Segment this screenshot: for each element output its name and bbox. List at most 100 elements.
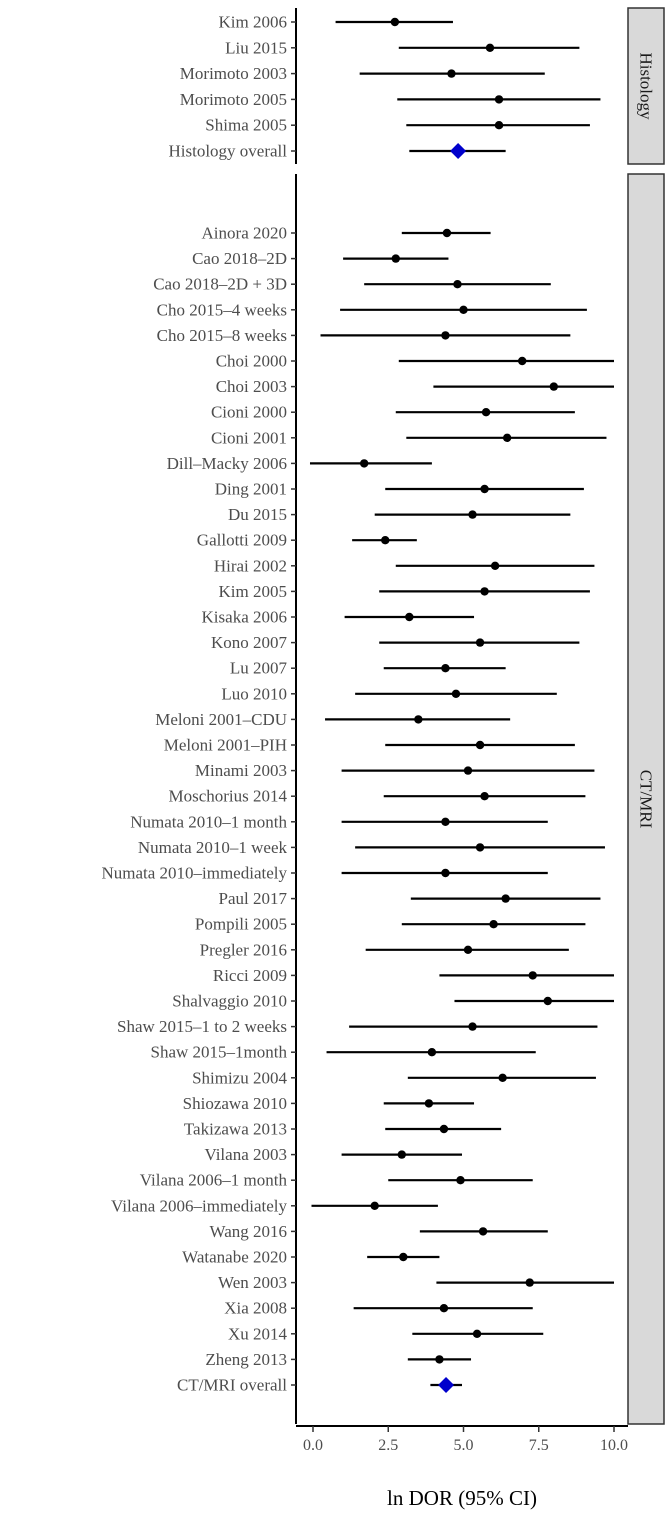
point-estimate [463,945,473,954]
point-estimate [543,996,552,1006]
point-estimate [480,587,489,596]
row-label: Histology overall [168,142,287,161]
point-estimate [435,1355,444,1364]
row-label: Kono 2007 [211,633,288,652]
point-estimate [397,1150,406,1159]
row-label: Lu 2007 [230,659,288,678]
point-estimate [502,433,512,442]
row-label: Takizawa 2013 [184,1120,287,1139]
row-label: Pompili 2005 [195,915,287,934]
row-label: Moschorius 2014 [168,787,287,806]
point-estimate [549,382,558,391]
x-tick-label: 2.5 [378,1437,398,1454]
point-estimate [441,331,450,340]
row-label: Vilana 2003 [204,1145,287,1164]
x-tick-label: 7.5 [529,1437,549,1454]
point-estimate [439,1124,449,1134]
row-label: CT/MRI overall [177,1376,287,1395]
row-label: Numata 2010–immediately [101,864,287,883]
row-label: Vilana 2006–immediately [111,1196,288,1215]
row-label: Choi 2000 [216,352,287,371]
row-label: Ricci 2009 [213,966,287,985]
panel-0: Histology Kim 2006 Liu 2015 Morimoto 2003 Mo… [168,7,665,165]
point-estimate [441,664,450,673]
row-label: Cioni 2000 [211,403,287,422]
point-estimate [439,1304,449,1313]
point-estimate [453,280,462,289]
point-estimate [442,228,452,238]
row-label: Numata 2010–1 month [130,812,287,831]
row-label: Pregler 2016 [200,940,287,959]
point-estimate [441,817,450,826]
point-estimate [399,1252,408,1262]
row-label: Choi 2003 [216,377,287,396]
overall-estimate-diamond [438,1377,455,1393]
row-label: Vilana 2006–1 month [140,1171,288,1190]
point-estimate [359,459,369,468]
point-estimate [390,17,400,27]
point-estimate [494,121,504,130]
point-estimate [498,1073,507,1083]
row-label: Numata 2010–1 week [138,838,288,857]
point-estimate [478,1227,488,1236]
row-label: Shimizu 2004 [192,1068,287,1087]
overall-estimate-diamond [450,143,467,159]
row-label: Cioni 2001 [211,428,287,447]
point-estimate [489,920,498,929]
point-estimate [517,356,527,366]
point-estimate [414,715,423,724]
point-estimate [381,536,390,545]
point-estimate [472,1329,482,1339]
row-label: Hirai 2002 [214,556,287,575]
x-tick-label: 5.0 [454,1437,474,1454]
row-label: Kim 2005 [219,582,287,601]
point-estimate [459,305,468,314]
point-estimate [501,894,510,903]
point-estimate [475,638,485,647]
plot-panels: Histology Kim 2006 Liu 2015 Morimoto 2003 Mo… [101,7,665,1425]
row-label: Watanabe 2020 [182,1248,287,1267]
row-label: Kim 2006 [219,13,287,32]
row-label: Shima 2005 [205,116,287,135]
point-estimate [485,43,495,52]
point-estimate [370,1201,379,1211]
point-estimate [427,1048,437,1057]
point-estimate [447,69,456,78]
row-label: Luo 2010 [221,684,287,703]
point-estimate [463,766,473,775]
row-label: Shiozawa 2010 [183,1094,287,1113]
row-label: Cao 2018–2D [192,249,287,268]
row-label: Cho 2015–4 weeks [157,300,287,319]
row-label: Paul 2017 [219,889,288,908]
row-label: Wang 2016 [210,1222,287,1241]
row-label: Minami 2003 [195,761,287,780]
row-label: Kisaka 2006 [202,608,287,627]
point-estimate [525,1278,534,1287]
x-axis: 0.0 2.5 5.0 7.5 10.0 [296,1425,628,1454]
facet-strip [627,173,665,1425]
row-label: Ainora 2020 [202,224,287,243]
row-label: Shaw 2015–1 to 2 weeks [117,1017,287,1036]
row-label: Wen 2003 [218,1273,287,1292]
row-label: Du 2015 [228,505,287,524]
row-label: Ding 2001 [215,480,287,499]
row-label: Xu 2014 [228,1324,288,1343]
point-estimate [480,792,489,801]
point-estimate [451,689,461,698]
row-label: Dill–Macky 2006 [167,454,287,473]
point-estimate [494,95,504,104]
point-estimate [528,971,537,980]
row-label: Cao 2018–2D + 3D [153,275,287,294]
x-axis-title: ln DOR (95% CI) [387,1486,537,1510]
point-estimate [481,408,491,417]
x-tick-label: 10.0 [600,1437,628,1454]
point-estimate [490,561,500,570]
point-estimate [475,843,485,852]
facet-strip-label: CT/MRI [637,770,656,829]
point-estimate [441,868,450,878]
row-label: Meloni 2001–PIH [164,736,287,755]
row-label: Morimoto 2005 [180,90,287,109]
point-estimate [475,740,485,750]
row-label: Liu 2015 [225,38,287,57]
